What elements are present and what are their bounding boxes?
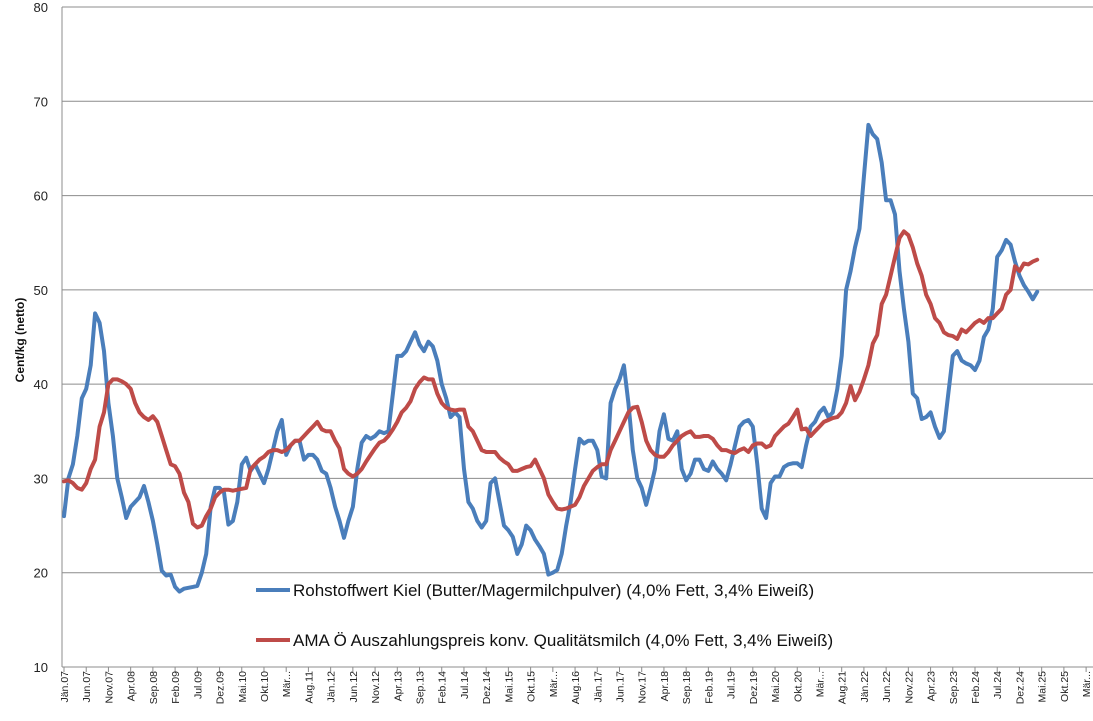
x-tick-label: Jän.22 <box>859 671 871 703</box>
y-tick-label: 80 <box>34 0 48 15</box>
x-tick-label: Nov.07 <box>103 671 115 704</box>
y-axis-label: Cent/kg (netto) <box>13 298 27 383</box>
x-tick-label: Dez.14 <box>481 671 493 704</box>
x-tick-label: Sep.23 <box>948 671 960 704</box>
x-tick-label: Jun.22 <box>881 671 893 703</box>
x-tick-label: Aug.21 <box>837 671 849 704</box>
x-tick-label: Jul.19 <box>726 671 738 699</box>
legend: Rohstoffwert Kiel (Butter/Magermilchpulv… <box>256 581 833 650</box>
x-tick-label: Mai.10 <box>237 671 249 703</box>
x-axis-ticks: Jän.07 Jun.07 Nov.07 Apr.08 Sep.08 Feb.09 Jul.… <box>59 667 1093 704</box>
x-tick-label: Mai.15 <box>503 671 515 703</box>
gridlines <box>61 6 1093 668</box>
x-tick-label: Okt.15 <box>526 671 538 702</box>
x-tick-label: Dez.24 <box>1014 671 1026 704</box>
x-tick-label: Jul.14 <box>459 671 471 699</box>
legend-label-1: Rohstoffwert Kiel (Butter/Magermilchpulv… <box>293 581 814 600</box>
x-tick-label: Apr.23 <box>926 671 938 702</box>
x-tick-label: Nov.12 <box>370 671 382 704</box>
x-tick-label: Mär... <box>1081 671 1093 697</box>
x-tick-label: Dez.19 <box>748 671 760 704</box>
x-tick-label: Jul.09 <box>192 671 204 699</box>
x-tick-label: Mär... <box>814 671 826 697</box>
y-tick-label: 60 <box>34 189 48 204</box>
x-tick-label: Jun.07 <box>81 671 93 703</box>
x-tick-label: Nov.22 <box>903 671 915 704</box>
series-line-1 <box>62 122 1040 594</box>
y-tick-label: 30 <box>34 471 48 486</box>
x-tick-label: Sep.18 <box>681 671 693 704</box>
y-tick-label: 50 <box>34 283 48 298</box>
x-tick-label: Jul.24 <box>992 671 1004 699</box>
x-tick-label: Feb.24 <box>970 671 982 704</box>
x-tick-label: Sep.13 <box>415 671 427 704</box>
y-axis-ticks: 10 20 30 40 50 60 70 80 <box>34 0 48 675</box>
x-tick-label: Jän.17 <box>592 671 604 703</box>
x-tick-label: Apr.13 <box>392 671 404 702</box>
series-lines <box>62 122 1040 594</box>
y-tick-label: 20 <box>34 566 48 581</box>
x-tick-label: Apr.18 <box>659 671 671 702</box>
x-tick-label: Jän.12 <box>326 671 338 703</box>
x-tick-label: Sep.08 <box>148 671 160 704</box>
x-tick-label: Mär... <box>548 671 560 697</box>
x-tick-label: Feb.14 <box>437 671 449 704</box>
y-tick-label: 40 <box>34 377 48 392</box>
x-tick-label: Jän.07 <box>59 671 71 703</box>
series-line-2 <box>62 229 1040 530</box>
x-tick-label: Jun.17 <box>614 671 626 703</box>
x-tick-label: Mai.25 <box>1037 671 1049 703</box>
legend-label-2: AMA Ö Auszahlungspreis konv. Qualitätsmi… <box>293 631 833 650</box>
x-tick-label: Okt.20 <box>792 671 804 702</box>
x-tick-label: Okt.25 <box>1059 671 1071 702</box>
y-tick-label: 10 <box>34 660 48 675</box>
x-tick-label: Nov.17 <box>637 671 649 704</box>
x-tick-label: Feb.09 <box>170 671 182 704</box>
x-tick-label: Aug.11 <box>303 671 315 704</box>
x-tick-label: Feb.19 <box>703 671 715 704</box>
x-tick-label: Okt.10 <box>259 671 271 702</box>
x-tick-label: Aug.16 <box>570 671 582 704</box>
x-tick-label: Mai.20 <box>770 671 782 703</box>
y-tick-label: 70 <box>34 94 48 109</box>
x-tick-label: Apr.08 <box>126 671 138 702</box>
x-tick-label: Jun.12 <box>348 671 360 703</box>
x-tick-label: Dez.09 <box>215 671 227 704</box>
x-tick-label: Mär... <box>281 671 293 697</box>
